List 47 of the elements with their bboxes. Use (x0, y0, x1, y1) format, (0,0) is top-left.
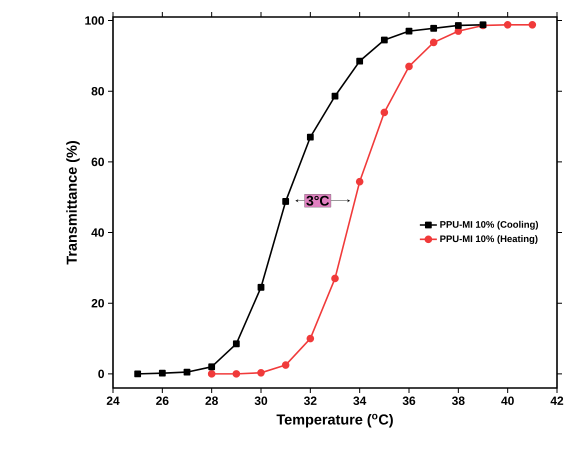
point (232, 370, 240, 378)
point (208, 363, 216, 370)
y-tick-label: 60 (92, 158, 104, 166)
point (258, 284, 264, 291)
y-tick-label: 20 (92, 298, 104, 308)
point (257, 369, 265, 377)
point (232, 340, 240, 348)
point (158, 370, 166, 377)
point (282, 361, 290, 369)
x-tick-label: 24 (106, 396, 120, 405)
x-tick-label: 38 (452, 396, 465, 406)
x-tick-label: 30 (254, 396, 268, 406)
point (208, 370, 216, 378)
x-tick-label: 40 (501, 396, 514, 405)
point (430, 38, 438, 46)
point (184, 368, 190, 376)
x-tick-label: 42 (550, 396, 564, 405)
point (356, 178, 364, 186)
annotation: 3°C (306, 196, 330, 206)
x-axis-title: Temperature ($^{o}$C) (276, 414, 393, 428)
y-tick-label: 0 (98, 370, 104, 378)
point (134, 370, 142, 378)
point (306, 334, 314, 342)
point (405, 62, 413, 70)
point (430, 24, 438, 32)
x-tick-label: 32 (304, 396, 317, 406)
point (332, 92, 338, 100)
y-tick-label: 100 (85, 16, 104, 25)
point (356, 58, 364, 65)
point (380, 36, 388, 44)
x-tick-label: 34 (353, 396, 366, 406)
point (331, 274, 339, 282)
x-tick-label: 26 (156, 396, 169, 405)
point (306, 134, 314, 141)
y-tick-label: 80 (92, 86, 104, 96)
point (406, 28, 412, 35)
legend-label: PPU-MI 10% (Cooling) (440, 220, 538, 230)
point (504, 20, 512, 29)
y-tick-label: 40 (91, 228, 104, 237)
x-tick-label: 36 (402, 396, 416, 406)
point (282, 198, 290, 205)
y-axis-title: Transmittance (%) (66, 141, 80, 265)
x-tick-label: 28 (205, 396, 218, 405)
point (454, 22, 462, 29)
point (380, 108, 388, 116)
point (528, 20, 536, 29)
legend-label: PPU-MI 10% (Heating) (440, 235, 538, 244)
